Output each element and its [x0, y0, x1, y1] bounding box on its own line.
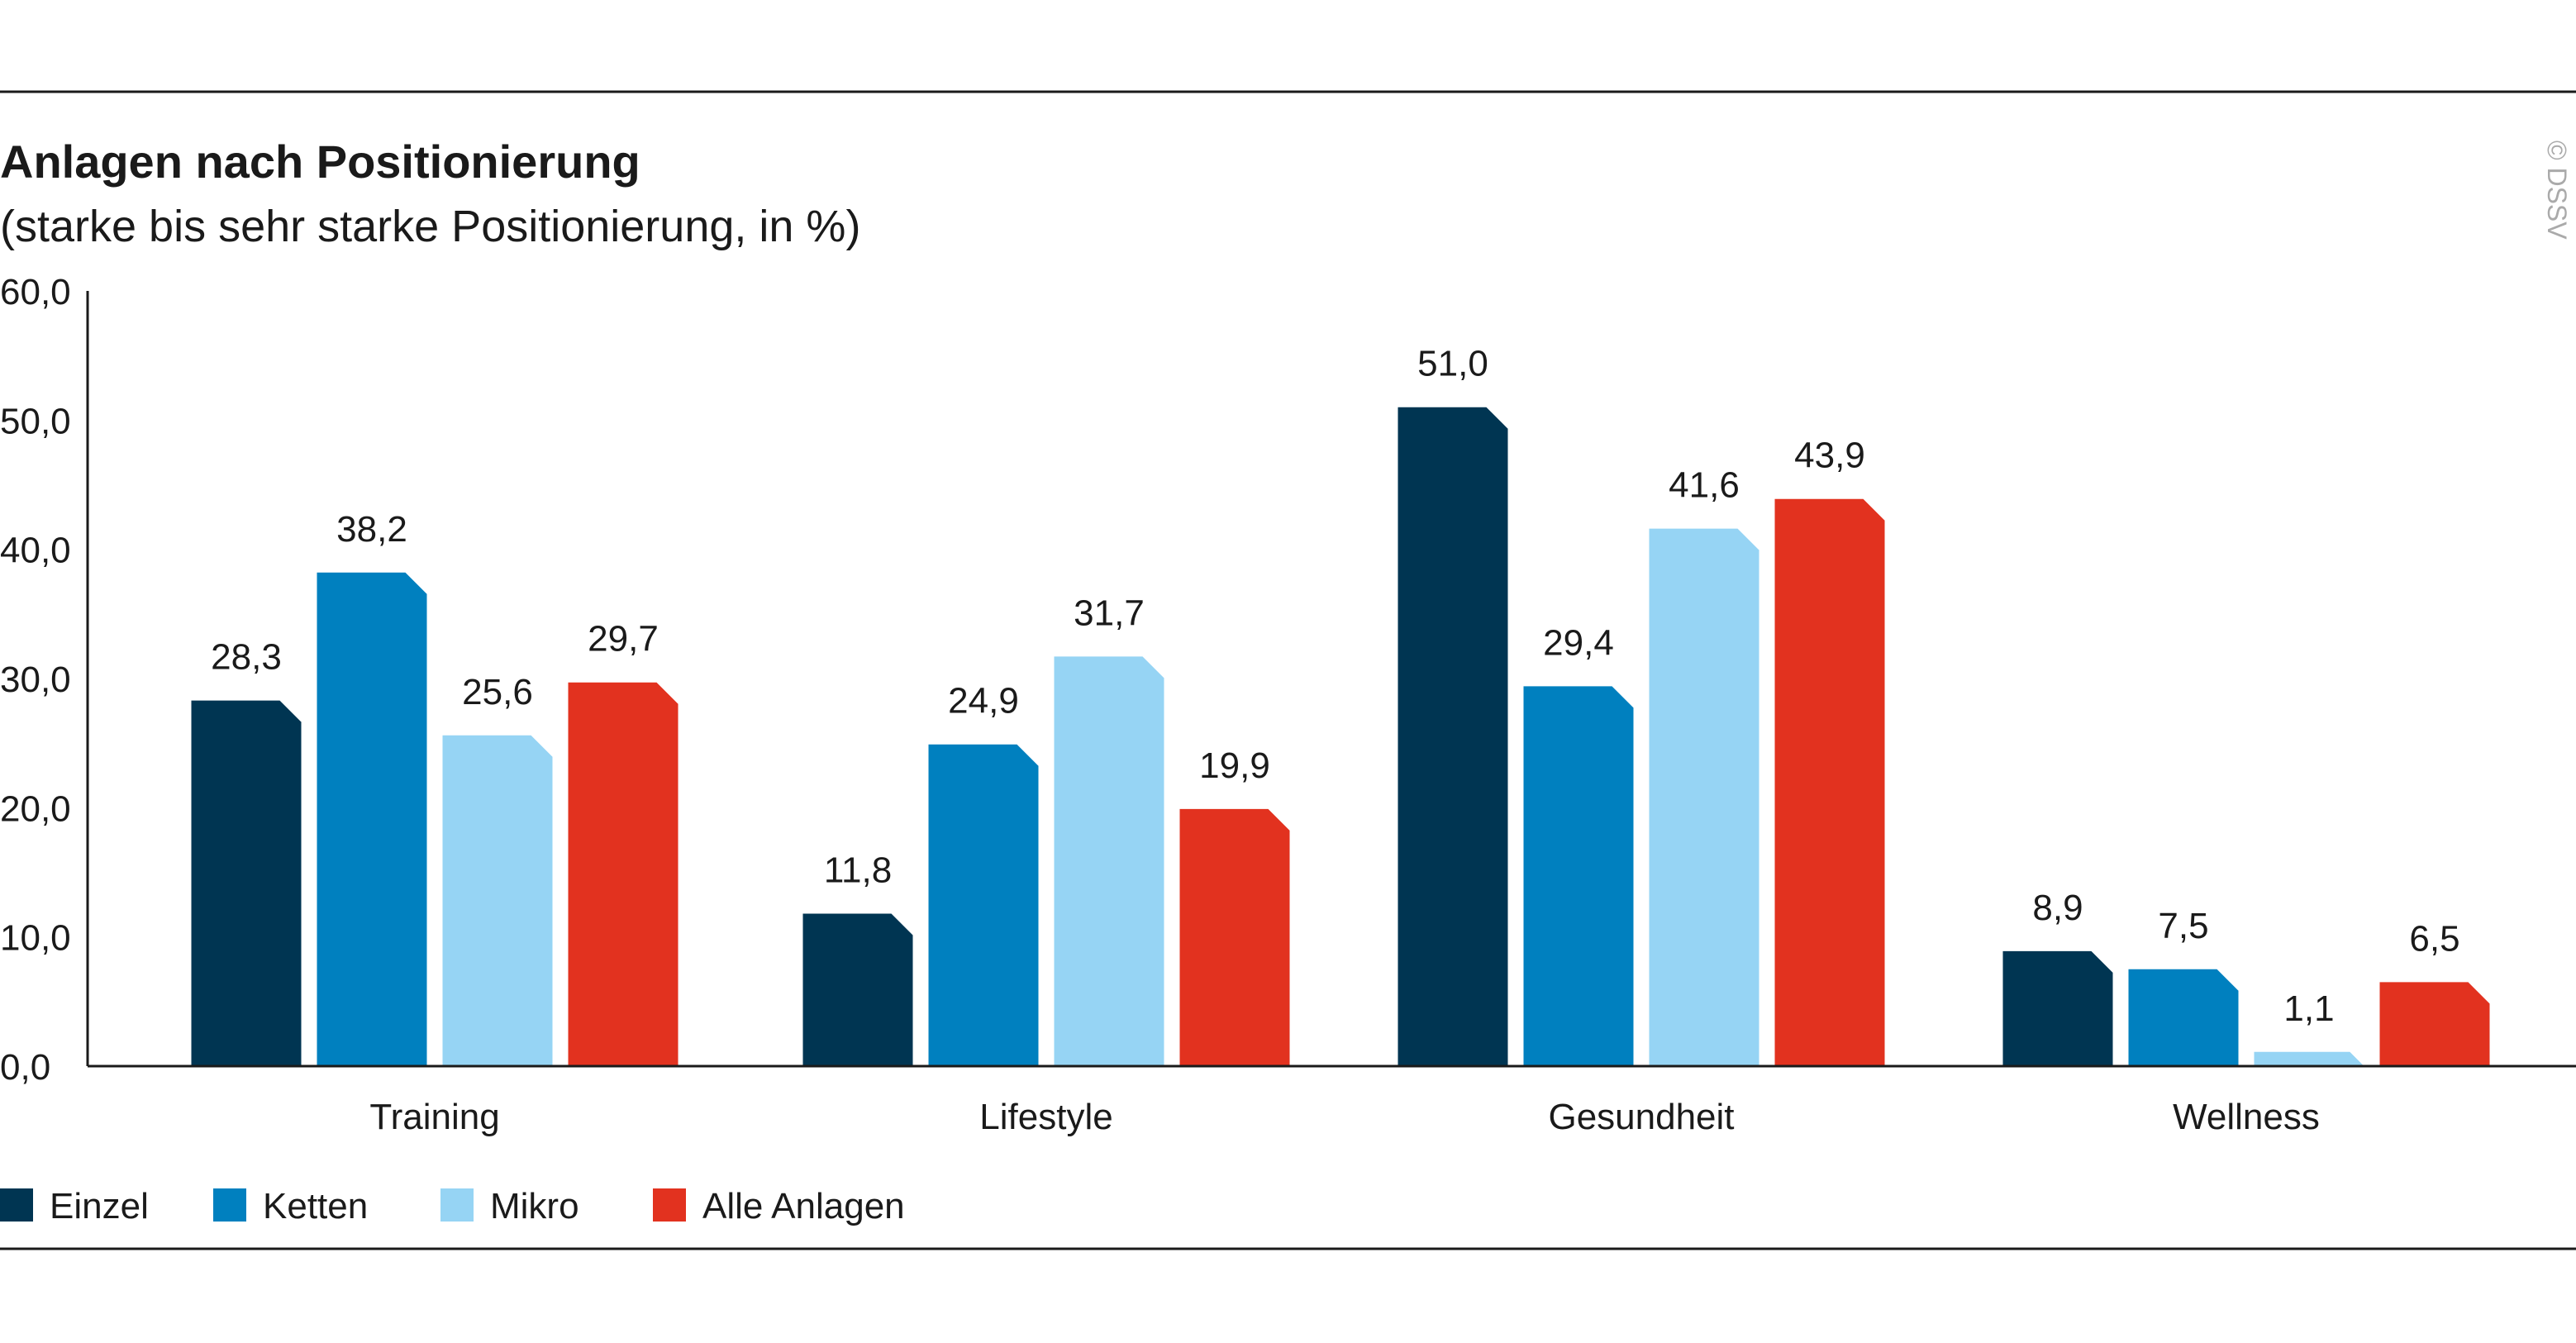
data-label: 7,5 [2158, 906, 2208, 946]
data-label: 6,5 [2409, 918, 2459, 959]
data-label: 24,9 [948, 681, 1019, 722]
data-label: 31,7 [1074, 593, 1145, 633]
y-tick-label: 30,0 [0, 660, 71, 700]
x-axis: Training Lifestyle Gesundheit Wellness [88, 1064, 2576, 1137]
legend-label: Mikro [490, 1186, 579, 1226]
data-label: 51,0 [1417, 344, 1488, 384]
bar [2379, 982, 2490, 1066]
legend: Einzel Ketten Mikro Alle Anlagen [0, 1186, 905, 1226]
y-tick-label: 20,0 [0, 788, 71, 829]
legend-label: Einzel [50, 1186, 149, 1226]
bar [1523, 686, 1634, 1066]
bars: 28,3 38,2 25,6 29,7 11,8 24,9 31,7 19,9 51,0 29,4… [191, 344, 2490, 1066]
legend-swatch [213, 1188, 246, 1222]
legend-label: Alle Anlagen [702, 1186, 905, 1226]
x-tick-label: Lifestyle [979, 1097, 1112, 1137]
bar [2254, 1051, 2364, 1066]
bar [1179, 808, 1290, 1066]
bar [802, 913, 913, 1066]
legend-swatch [440, 1188, 474, 1222]
x-tick-label: Wellness [2173, 1097, 2320, 1137]
data-label: 8,9 [2032, 888, 2083, 928]
bar [191, 700, 302, 1066]
data-label: 41,6 [1669, 465, 1740, 506]
data-label: 43,9 [1794, 436, 1865, 476]
bar [2128, 969, 2239, 1066]
bar [317, 572, 427, 1066]
y-tick-label: 50,0 [0, 401, 71, 441]
y-tick-label: 0,0 [0, 1047, 50, 1088]
bar [928, 744, 1039, 1066]
bar [1774, 498, 1885, 1066]
legend-swatch [653, 1188, 686, 1222]
y-tick-label: 40,0 [0, 531, 71, 571]
y-tick-label: 10,0 [0, 918, 71, 959]
bar [2002, 950, 2113, 1066]
bar [1649, 528, 1759, 1066]
data-label: 28,3 [211, 637, 282, 678]
data-label: 29,7 [588, 619, 659, 660]
data-label: 38,2 [336, 509, 407, 550]
chart-subtitle: (starke bis sehr starke Positionierung, … [0, 202, 860, 251]
bar [1398, 407, 1508, 1066]
bar [568, 682, 679, 1066]
copyright-text: © DSSV [2542, 140, 2572, 240]
y-axis: 0,0 10,0 20,0 30,0 40,0 50,0 60,0 [0, 272, 89, 1088]
x-tick-label: Training [369, 1097, 499, 1137]
data-label: 1,1 [2283, 988, 2334, 1029]
data-label: 19,9 [1199, 745, 1270, 786]
x-tick-label: Gesundheit [1548, 1097, 1734, 1137]
data-label: 11,8 [824, 850, 892, 891]
y-tick-label: 60,0 [0, 272, 71, 312]
legend-label: Ketten [263, 1186, 368, 1226]
legend-swatch [0, 1188, 33, 1222]
bar [1054, 656, 1164, 1066]
bar [442, 735, 553, 1066]
chart-title: Anlagen nach Positionierung [0, 136, 640, 188]
data-label: 25,6 [462, 672, 533, 712]
data-label: 29,4 [1543, 622, 1614, 663]
